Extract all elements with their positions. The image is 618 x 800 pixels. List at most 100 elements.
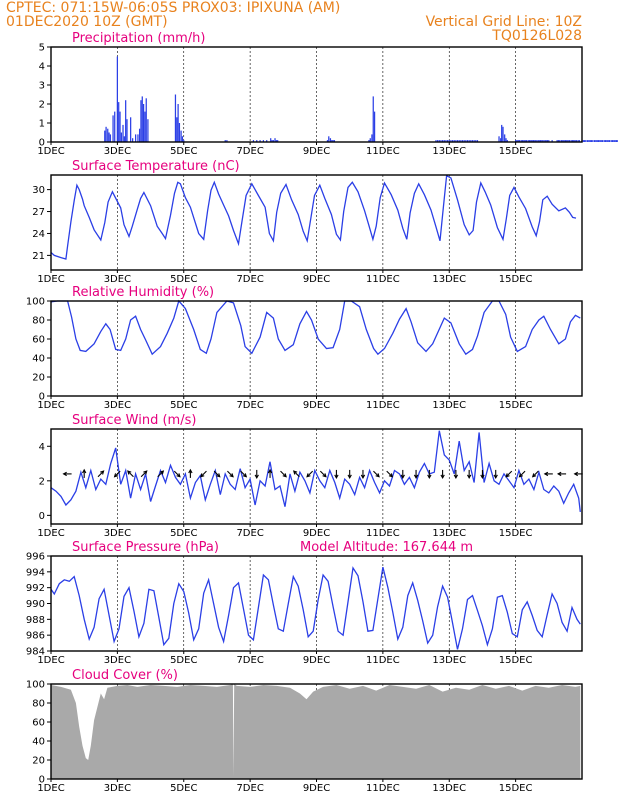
precip-bar [453, 140, 455, 142]
x-tick-label: 13DEC [432, 146, 466, 157]
wind-arrow [240, 470, 248, 478]
pressure-line [50, 566, 581, 650]
precip-bar [505, 138, 507, 142]
y-tick-label: 1 [39, 119, 45, 130]
precip-bar [130, 117, 132, 142]
cloud-area [51, 684, 581, 779]
precip-bar [120, 132, 122, 142]
precip-bar [515, 140, 517, 142]
x-tick-label: 3DEC [104, 146, 131, 157]
x-tick-label: 11DEC [366, 783, 400, 794]
precip-bar [584, 140, 586, 142]
x-tick-label: 7DEC [236, 274, 263, 285]
pressure-subtitle: Model Altitude: 167.644 m [300, 540, 473, 555]
precip-bar [443, 140, 445, 142]
pressure-title: Surface Pressure (hPa) [72, 540, 219, 555]
precip-bar [373, 111, 376, 142]
header-grid-note: Vertical Grid Line: 10Z [425, 14, 582, 30]
y-tick-label: 40 [32, 737, 45, 748]
temp-line [50, 174, 577, 260]
precip-bar [592, 140, 594, 142]
precip-bar [272, 140, 274, 142]
precip-bar [560, 140, 563, 142]
precip-bar [534, 140, 536, 142]
precip-bar [521, 140, 524, 142]
y-tick-label: 24 [32, 229, 45, 240]
precip-bar [613, 140, 615, 142]
precip-bar [562, 140, 564, 142]
precip-bar [606, 140, 608, 142]
precip-bar [578, 140, 580, 142]
x-tick-label: 3DEC [104, 783, 131, 794]
precip-bar [595, 140, 597, 142]
y-tick-label: 80 [32, 699, 45, 710]
precip-bar [252, 140, 255, 142]
precip-title: Precipitation (mm/h) [72, 31, 205, 46]
wind-line [50, 430, 581, 512]
wind-arrow [254, 469, 259, 480]
precip-bar [440, 140, 442, 142]
precip-bar [525, 140, 528, 142]
x-tick-label: 9DEC [303, 274, 330, 285]
precip-bar [329, 138, 332, 142]
precip-bar [270, 138, 272, 142]
rh-line [50, 299, 581, 356]
y-tick-label: 30 [32, 185, 45, 196]
precip-bar [460, 140, 462, 142]
y-tick-label: 2 [39, 100, 45, 111]
precip-bar [333, 140, 336, 142]
wind-arrow [518, 470, 526, 478]
precip-bar [262, 140, 265, 142]
y-tick-label: 20 [32, 756, 45, 767]
precip-bar [123, 136, 125, 142]
precip-bar [112, 115, 114, 142]
precip-bar [589, 140, 591, 142]
precip-panel: 0 1 2 3 4 5 1DEC 3DEC 5DEC 7DEC 9DEC 11DEC 13DEC 15DE… [37, 31, 618, 157]
precip-bar [611, 140, 614, 142]
precip-bar [556, 140, 558, 142]
wind-arrow [347, 469, 352, 480]
precip-bar [142, 104, 145, 142]
precip-bar [226, 140, 228, 142]
x-tick-label: 7DEC [236, 400, 263, 411]
precip-bar [144, 111, 146, 142]
wind-arrow [453, 469, 459, 480]
pressure-panel: 984 986 988 990 992 994 996 1DEC 3DEC 5DEC 7DEC 9DE… [26, 540, 583, 666]
precip-bar [577, 140, 579, 142]
precip-bar [597, 140, 600, 142]
y-tick-label: 60 [32, 335, 45, 346]
precip-bar [451, 140, 454, 142]
precip-bar [603, 140, 605, 142]
wind-arrow [386, 470, 394, 478]
precip-bar [109, 134, 112, 142]
precip-bar [596, 140, 598, 142]
precip-bar [326, 140, 329, 142]
precip-bar [542, 140, 544, 142]
precip-bar [437, 140, 439, 142]
precip-bar [567, 140, 569, 142]
precip-bar [591, 140, 593, 142]
precip-bar [259, 140, 261, 142]
x-tick-label: 5DEC [170, 274, 197, 285]
precip-bar [501, 124, 503, 142]
precip-bar [614, 140, 616, 142]
precip-bar [588, 140, 590, 142]
precip-bar [271, 140, 273, 142]
x-tick-label: 11DEC [366, 528, 400, 539]
precip-bar [516, 140, 518, 142]
y-tick-label: 27 [32, 207, 45, 218]
precip-bar [135, 134, 137, 142]
y-tick-label: 992 [26, 583, 45, 594]
x-tick-label: 15DEC [499, 274, 533, 285]
precip-bar [531, 140, 533, 142]
precip-bar [122, 124, 124, 142]
precip-bar [546, 140, 549, 142]
x-tick-label: 13DEC [432, 400, 466, 411]
precip-bar [468, 140, 470, 142]
precip-bar [180, 130, 182, 142]
y-tick-label: 0 [39, 511, 45, 522]
precip-bar [332, 140, 334, 142]
precip-bar [458, 140, 460, 142]
x-tick-label: 3DEC [104, 655, 131, 666]
x-tick-label: 9DEC [303, 655, 330, 666]
